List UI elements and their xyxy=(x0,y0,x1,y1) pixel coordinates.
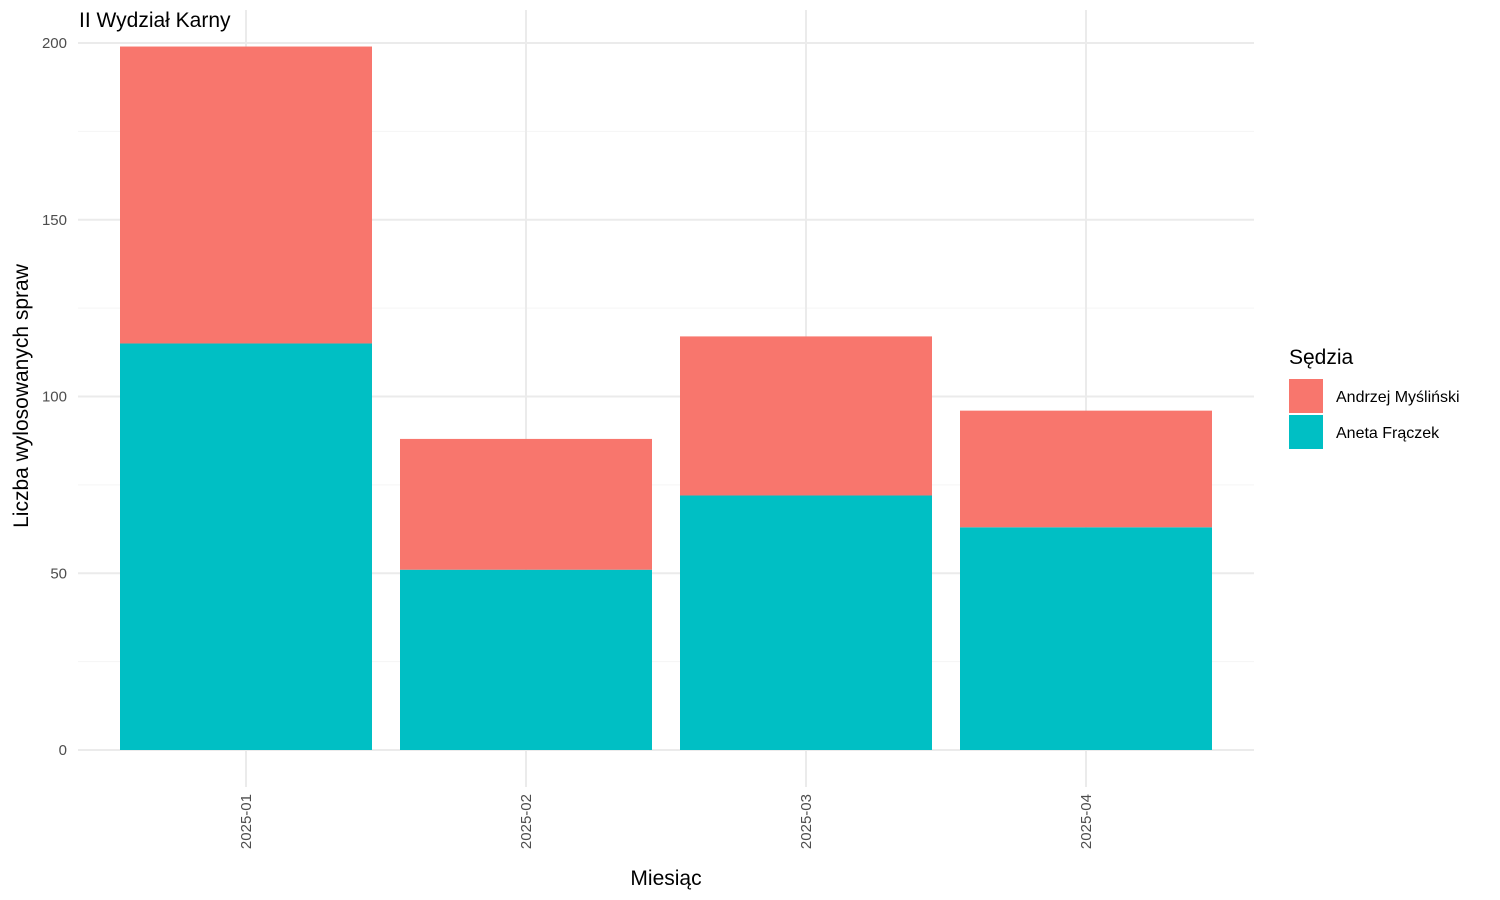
bar-segment xyxy=(960,410,1212,528)
legend-swatch xyxy=(1289,379,1323,413)
legend-label: Andrzej Myśliński xyxy=(1336,389,1460,406)
legend: Sędzia Andrzej Myśliński Aneta Frączek xyxy=(1289,346,1460,449)
y-axis-title: Liczba wylosowanych spraw xyxy=(10,263,33,528)
bar-segment xyxy=(400,569,652,750)
bar-segment xyxy=(120,343,372,750)
bar-segment xyxy=(680,336,932,496)
x-tick-label: 2025-01 xyxy=(238,794,255,849)
bar-segment xyxy=(960,527,1212,750)
bar-segment xyxy=(680,495,932,750)
y-tick-label: 150 xyxy=(42,212,67,229)
x-axis-title: Miesiąc xyxy=(630,867,701,890)
x-tick-label: 2025-03 xyxy=(798,794,815,849)
y-tick-label: 0 xyxy=(59,742,67,759)
x-tick-label: 2025-04 xyxy=(1078,794,1095,849)
legend-swatch xyxy=(1289,415,1323,449)
bars xyxy=(120,46,1212,750)
x-tick-label: 2025-02 xyxy=(518,794,535,849)
y-axis-ticks: 0 50 100 150 200 xyxy=(42,35,67,759)
bar-segment xyxy=(400,438,652,570)
y-tick-label: 200 xyxy=(42,35,67,52)
bar-segment xyxy=(120,46,372,344)
legend-label: Aneta Frączek xyxy=(1336,425,1440,442)
chart-title: II Wydział Karny xyxy=(79,9,231,32)
y-tick-label: 100 xyxy=(42,389,67,406)
legend-title: Sędzia xyxy=(1289,346,1354,369)
y-tick-label: 50 xyxy=(50,565,67,582)
x-axis-ticks: 2025-01 2025-02 2025-03 2025-04 xyxy=(238,782,1095,849)
